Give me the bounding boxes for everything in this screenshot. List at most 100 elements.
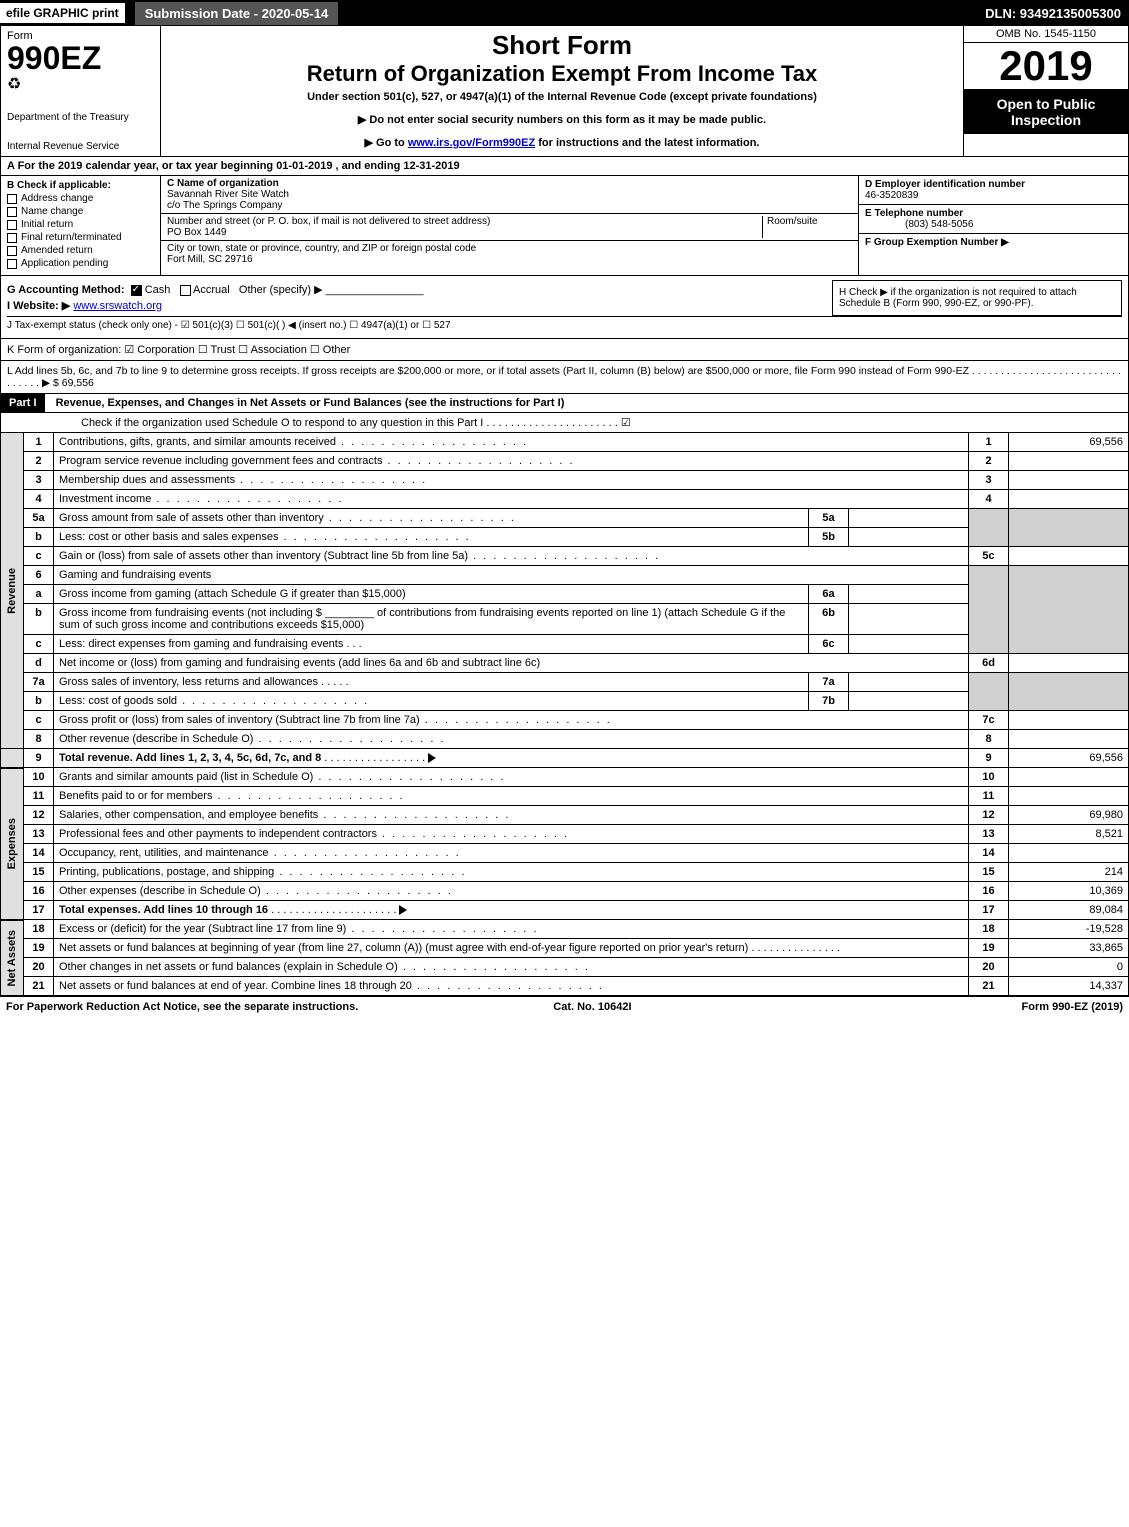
org-name-block: C Name of organization Savannah River Si… (161, 176, 858, 214)
txt-2: Program service revenue including govern… (54, 452, 969, 471)
v-7c (1009, 711, 1129, 730)
v-16: 10,369 (1009, 882, 1129, 901)
chk-initial-return[interactable]: Initial return (7, 219, 154, 230)
r-12: 12 (969, 806, 1009, 825)
sv-7b (849, 692, 969, 711)
ln-11: 11 (24, 787, 54, 806)
v-19: 33,865 (1009, 939, 1129, 958)
chk-application-pending[interactable]: Application pending (7, 258, 154, 269)
grayv-5 (1009, 509, 1129, 547)
ln-21: 21 (24, 977, 54, 996)
gray-6 (969, 566, 1009, 654)
submission-date: Submission Date - 2020-05-14 (135, 2, 339, 25)
col-b-checkboxes: B Check if applicable: Address change Na… (1, 176, 161, 275)
r-6d: 6d (969, 654, 1009, 673)
g-label: G Accounting Method: (7, 284, 125, 296)
efile-print-label[interactable]: efile GRAPHIC print (0, 3, 125, 23)
ln-6b: b (24, 604, 54, 635)
dln: DLN: 93492135005300 (985, 6, 1129, 21)
footer-right: Form 990-EZ (2019) (1022, 1001, 1123, 1013)
r-15: 15 (969, 863, 1009, 882)
room-suite: Room/suite (762, 216, 852, 238)
txt-6c: Less: direct expenses from gaming and fu… (54, 635, 809, 654)
h-text: H Check ▶ if the organization is not req… (839, 287, 1077, 309)
sm-7b: 7b (809, 692, 849, 711)
row-a-tax-year: A For the 2019 calendar year, or tax yea… (0, 157, 1129, 176)
line-l: L Add lines 5b, 6c, and 7b to line 9 to … (0, 361, 1129, 394)
page-footer: For Paperwork Reduction Act Notice, see … (0, 996, 1129, 1017)
v-8 (1009, 730, 1129, 749)
txt-19: Net assets or fund balances at beginning… (54, 939, 969, 958)
v-11 (1009, 787, 1129, 806)
txt-8: Other revenue (describe in Schedule O) (54, 730, 969, 749)
r-1: 1 (969, 433, 1009, 452)
side-rev-end (1, 749, 24, 768)
r-21: 21 (969, 977, 1009, 996)
city-block: City or town, state or province, country… (161, 241, 858, 267)
footer-mid: Cat. No. 10642I (553, 1001, 631, 1013)
ln-6d: d (24, 654, 54, 673)
v-3 (1009, 471, 1129, 490)
v-4 (1009, 490, 1129, 509)
txt-6d: Net income or (loss) from gaming and fun… (54, 654, 969, 673)
tax-year: 2019 (964, 43, 1128, 90)
part1-check: Check if the organization used Schedule … (0, 413, 1129, 433)
ln-4: 4 (24, 490, 54, 509)
txt-14: Occupancy, rent, utilities, and maintena… (54, 844, 969, 863)
sv-5a (849, 509, 969, 528)
col-b-title: B Check if applicable: (7, 180, 154, 191)
short-form-title: Short Form (171, 30, 953, 61)
txt-7b: Less: cost of goods sold (54, 692, 809, 711)
chk-cash-icon[interactable] (131, 285, 142, 296)
v-17: 89,084 (1009, 901, 1129, 920)
gray-7 (969, 673, 1009, 711)
r-19: 19 (969, 939, 1009, 958)
ln-14: 14 (24, 844, 54, 863)
chk-final-return[interactable]: Final return/terminated (7, 232, 154, 243)
irs-link[interactable]: www.irs.gov/Form990EZ (408, 137, 535, 149)
chk-address-change[interactable]: Address change (7, 193, 154, 204)
sv-6a (849, 585, 969, 604)
txt-6b: Gross income from fundraising events (no… (54, 604, 809, 635)
txt-6a: Gross income from gaming (attach Schedul… (54, 585, 809, 604)
col-c-org: C Name of organization Savannah River Si… (161, 176, 858, 275)
v-6d (1009, 654, 1129, 673)
triangle-icon (428, 753, 436, 763)
r-16: 16 (969, 882, 1009, 901)
txt-10: Grants and similar amounts paid (list in… (54, 768, 969, 787)
street-block: Number and street (or P. O. box, if mail… (161, 214, 858, 241)
ln-5b: b (24, 528, 54, 547)
ln-10: 10 (24, 768, 54, 787)
sv-7a (849, 673, 969, 692)
org-city: Fort Mill, SC 29716 (167, 254, 253, 265)
website-link[interactable]: www.srswatch.org (73, 300, 162, 312)
ln-6: 6 (24, 566, 54, 585)
ln-7b: b (24, 692, 54, 711)
header-right: OMB No. 1545-1150 2019 Open to Public In… (963, 26, 1128, 156)
ln-7a: 7a (24, 673, 54, 692)
r-14: 14 (969, 844, 1009, 863)
side-revenue: Revenue (1, 433, 24, 749)
ln-12: 12 (24, 806, 54, 825)
group-label: F Group Exemption Number ▶ (865, 237, 1009, 248)
ln-17: 17 (24, 901, 54, 920)
h-box: H Check ▶ if the organization is not req… (832, 280, 1122, 316)
txt-18: Excess or (deficit) for the year (Subtra… (54, 920, 969, 939)
recycle-icon: ♻ (7, 74, 154, 94)
street-label: Number and street (or P. O. box, if mail… (167, 216, 490, 227)
r-5c: 5c (969, 547, 1009, 566)
omb-number: OMB No. 1545-1150 (964, 26, 1128, 43)
r-7c: 7c (969, 711, 1009, 730)
goto-post: for instructions and the latest informat… (535, 137, 759, 149)
ln-6a: a (24, 585, 54, 604)
line-j: J Tax-exempt status (check only one) - ☑… (7, 316, 1122, 331)
r-8: 8 (969, 730, 1009, 749)
chk-name-change[interactable]: Name change (7, 206, 154, 217)
goto-pre: ▶ Go to (365, 137, 408, 149)
txt-20: Other changes in net assets or fund bala… (54, 958, 969, 977)
txt-1: Contributions, gifts, grants, and simila… (54, 433, 969, 452)
ein-label: D Employer identification number (865, 179, 1025, 190)
chk-amended-return[interactable]: Amended return (7, 245, 154, 256)
txt-7c: Gross profit or (loss) from sales of inv… (54, 711, 969, 730)
chk-accrual-icon[interactable] (180, 285, 191, 296)
